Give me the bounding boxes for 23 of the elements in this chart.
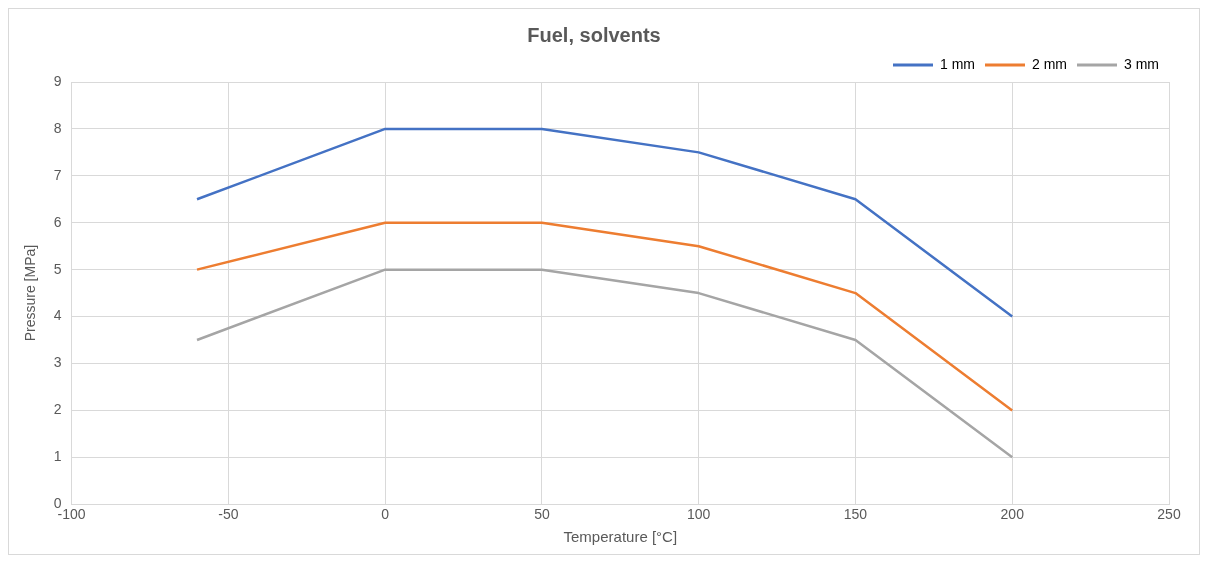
y-tick-label: 4 xyxy=(53,307,62,324)
y-tick-label: 7 xyxy=(53,166,62,183)
x-axis-title: Temperature [°C] xyxy=(563,528,678,546)
y-tick-label: 6 xyxy=(53,213,62,230)
y-tick-label: 2 xyxy=(53,401,62,418)
y-tick-label: 3 xyxy=(53,354,62,371)
y-tick-label: 9 xyxy=(53,72,62,89)
legend-label: 3 mm xyxy=(1124,55,1159,72)
x-tick-label: 200 xyxy=(1000,506,1025,523)
x-tick-label: -50 xyxy=(218,506,239,523)
chart-title: Fuel, solvents xyxy=(527,23,661,46)
x-tick-label: 250 xyxy=(1157,506,1181,523)
x-tick-label: 150 xyxy=(843,506,868,523)
x-tick-label: 100 xyxy=(687,506,711,523)
y-tick-label: 5 xyxy=(53,260,62,277)
y-tick-label: 8 xyxy=(53,119,62,136)
x-tick-label: 50 xyxy=(534,506,550,523)
y-tick-label: 0 xyxy=(53,495,62,512)
y-axis-title: Pressure [MPa] xyxy=(22,244,39,342)
legend-label: 2 mm xyxy=(1032,55,1067,72)
y-tick-label: 1 xyxy=(53,448,62,465)
x-tick-label: 0 xyxy=(381,506,390,523)
legend-label: 1 mm xyxy=(940,55,975,72)
